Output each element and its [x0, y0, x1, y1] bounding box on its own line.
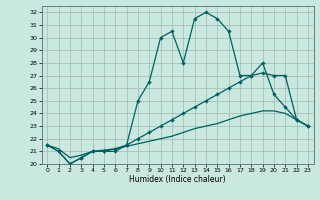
X-axis label: Humidex (Indice chaleur): Humidex (Indice chaleur)	[129, 175, 226, 184]
